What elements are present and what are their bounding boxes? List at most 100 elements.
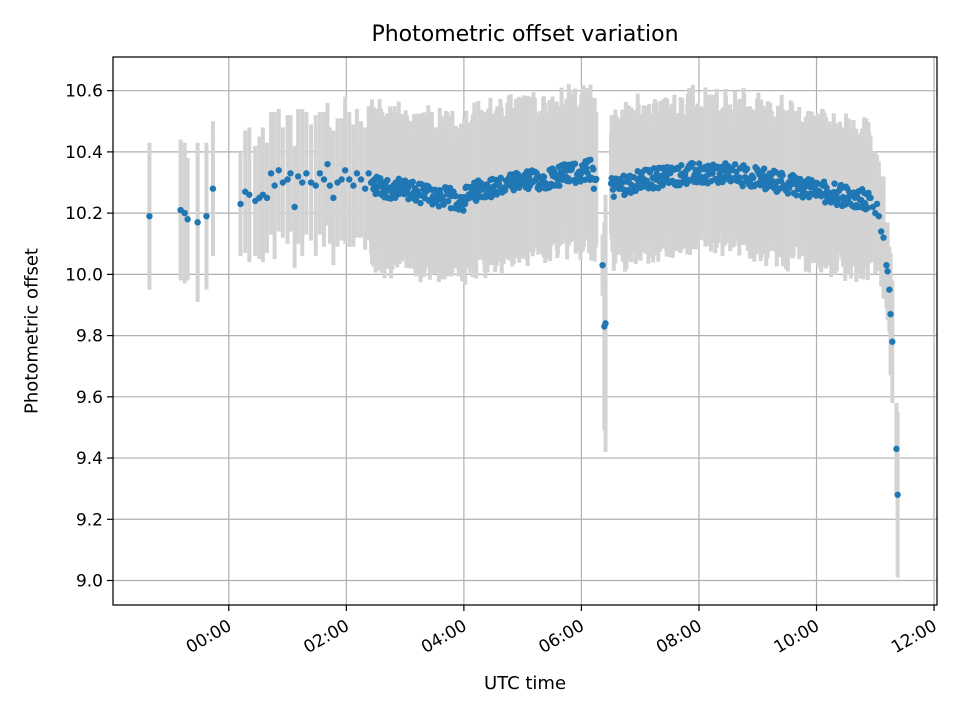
x-tick: 02:00 <box>300 605 353 658</box>
data-point <box>736 174 743 181</box>
y-tick: 9.2 <box>76 510 113 530</box>
y-tick: 10.4 <box>65 143 113 163</box>
x-tick-label: 04:00 <box>418 616 470 658</box>
data-point <box>861 199 869 207</box>
data-point <box>619 179 626 186</box>
data-point <box>338 176 345 183</box>
y-tick: 9.8 <box>76 327 113 347</box>
data-point <box>893 445 900 453</box>
data-point <box>357 176 365 183</box>
data-point <box>887 310 894 318</box>
x-tick-label: 08:00 <box>653 616 705 658</box>
data-point <box>889 338 896 345</box>
data-point <box>365 170 372 177</box>
y-tick: 10.0 <box>65 265 113 285</box>
y-axis-ticks: 9.0 9.2 9.4 9.6 9.8 10.0 10.2 10.4 10.6 <box>65 82 113 592</box>
data-point <box>203 212 210 220</box>
x-tick: 12:00 <box>888 605 941 658</box>
data-point <box>246 191 253 198</box>
data-point <box>316 170 324 177</box>
data-point <box>452 192 460 200</box>
data-point <box>731 161 739 168</box>
data-point <box>599 261 606 269</box>
y-tick-label: 10.2 <box>65 204 103 224</box>
x-axis-ticks: 00:00 02:00 04:00 06:00 08:00 10:00 12:00 <box>183 605 941 658</box>
data-point <box>556 182 563 189</box>
data-point <box>271 182 278 189</box>
y-tick-label: 9.2 <box>76 510 103 530</box>
data-point <box>312 182 319 189</box>
data-point <box>510 187 517 194</box>
data-point <box>303 170 310 177</box>
data-point <box>865 189 872 197</box>
x-tick: 08:00 <box>653 605 705 658</box>
x-tick-label: 10:00 <box>771 616 823 658</box>
data-point <box>643 177 651 185</box>
data-point <box>831 180 838 187</box>
data-point <box>894 491 901 498</box>
data-point <box>867 194 874 202</box>
y-tick-label: 10.6 <box>65 82 103 102</box>
x-tick: 04:00 <box>418 605 470 658</box>
data-point <box>495 180 503 188</box>
data-point <box>695 160 703 167</box>
y-tick-label: 10.4 <box>65 143 103 163</box>
data-point <box>284 176 291 183</box>
data-point <box>886 286 893 293</box>
data-point <box>583 164 590 172</box>
data-point <box>324 160 331 168</box>
y-tick-label: 9.6 <box>76 388 103 408</box>
data-point <box>535 186 543 193</box>
data-point <box>678 162 685 169</box>
data-point <box>471 184 479 191</box>
data-point <box>237 200 244 208</box>
data-point <box>875 212 883 220</box>
data-point <box>320 176 328 183</box>
data-point <box>384 176 391 184</box>
data-point <box>291 203 298 211</box>
data-point <box>883 261 890 269</box>
data-point <box>884 268 891 275</box>
data-point <box>146 212 153 220</box>
data-point <box>880 234 887 241</box>
data-point <box>793 192 800 199</box>
data-point <box>194 219 201 226</box>
data-point <box>525 173 533 180</box>
data-point <box>326 182 334 189</box>
data-point <box>346 176 353 183</box>
data-point <box>184 216 191 223</box>
y-tick: 10.2 <box>65 204 113 224</box>
x-axis-label: UTC time <box>483 673 567 694</box>
plot-frame <box>112 56 938 606</box>
data-point <box>796 175 804 183</box>
data-point <box>287 170 294 177</box>
data-point <box>602 320 609 327</box>
error-bars <box>147 84 900 578</box>
data-point <box>501 187 509 194</box>
data-point <box>353 170 361 177</box>
data-point <box>460 207 467 214</box>
x-tick-label: 00:00 <box>183 616 235 658</box>
data-point <box>341 167 349 174</box>
data-point <box>689 160 697 167</box>
data-point <box>267 170 275 177</box>
x-tick-label: 02:00 <box>300 616 352 658</box>
data-point <box>590 166 597 173</box>
data-point <box>593 175 600 183</box>
data-point <box>743 165 751 172</box>
data-point <box>760 165 768 172</box>
data-point <box>209 185 217 192</box>
data-point <box>294 173 302 180</box>
data-point <box>571 160 579 167</box>
data-point <box>779 172 786 179</box>
data-point <box>540 173 548 181</box>
data-point <box>409 178 417 186</box>
data-point <box>750 174 757 182</box>
y-tick-label: 9.4 <box>76 449 103 469</box>
data-point <box>873 200 881 208</box>
chart-title: Photometric offset variation <box>371 22 679 47</box>
data-point <box>361 185 369 192</box>
data-point <box>435 203 443 210</box>
data-point <box>709 170 716 177</box>
